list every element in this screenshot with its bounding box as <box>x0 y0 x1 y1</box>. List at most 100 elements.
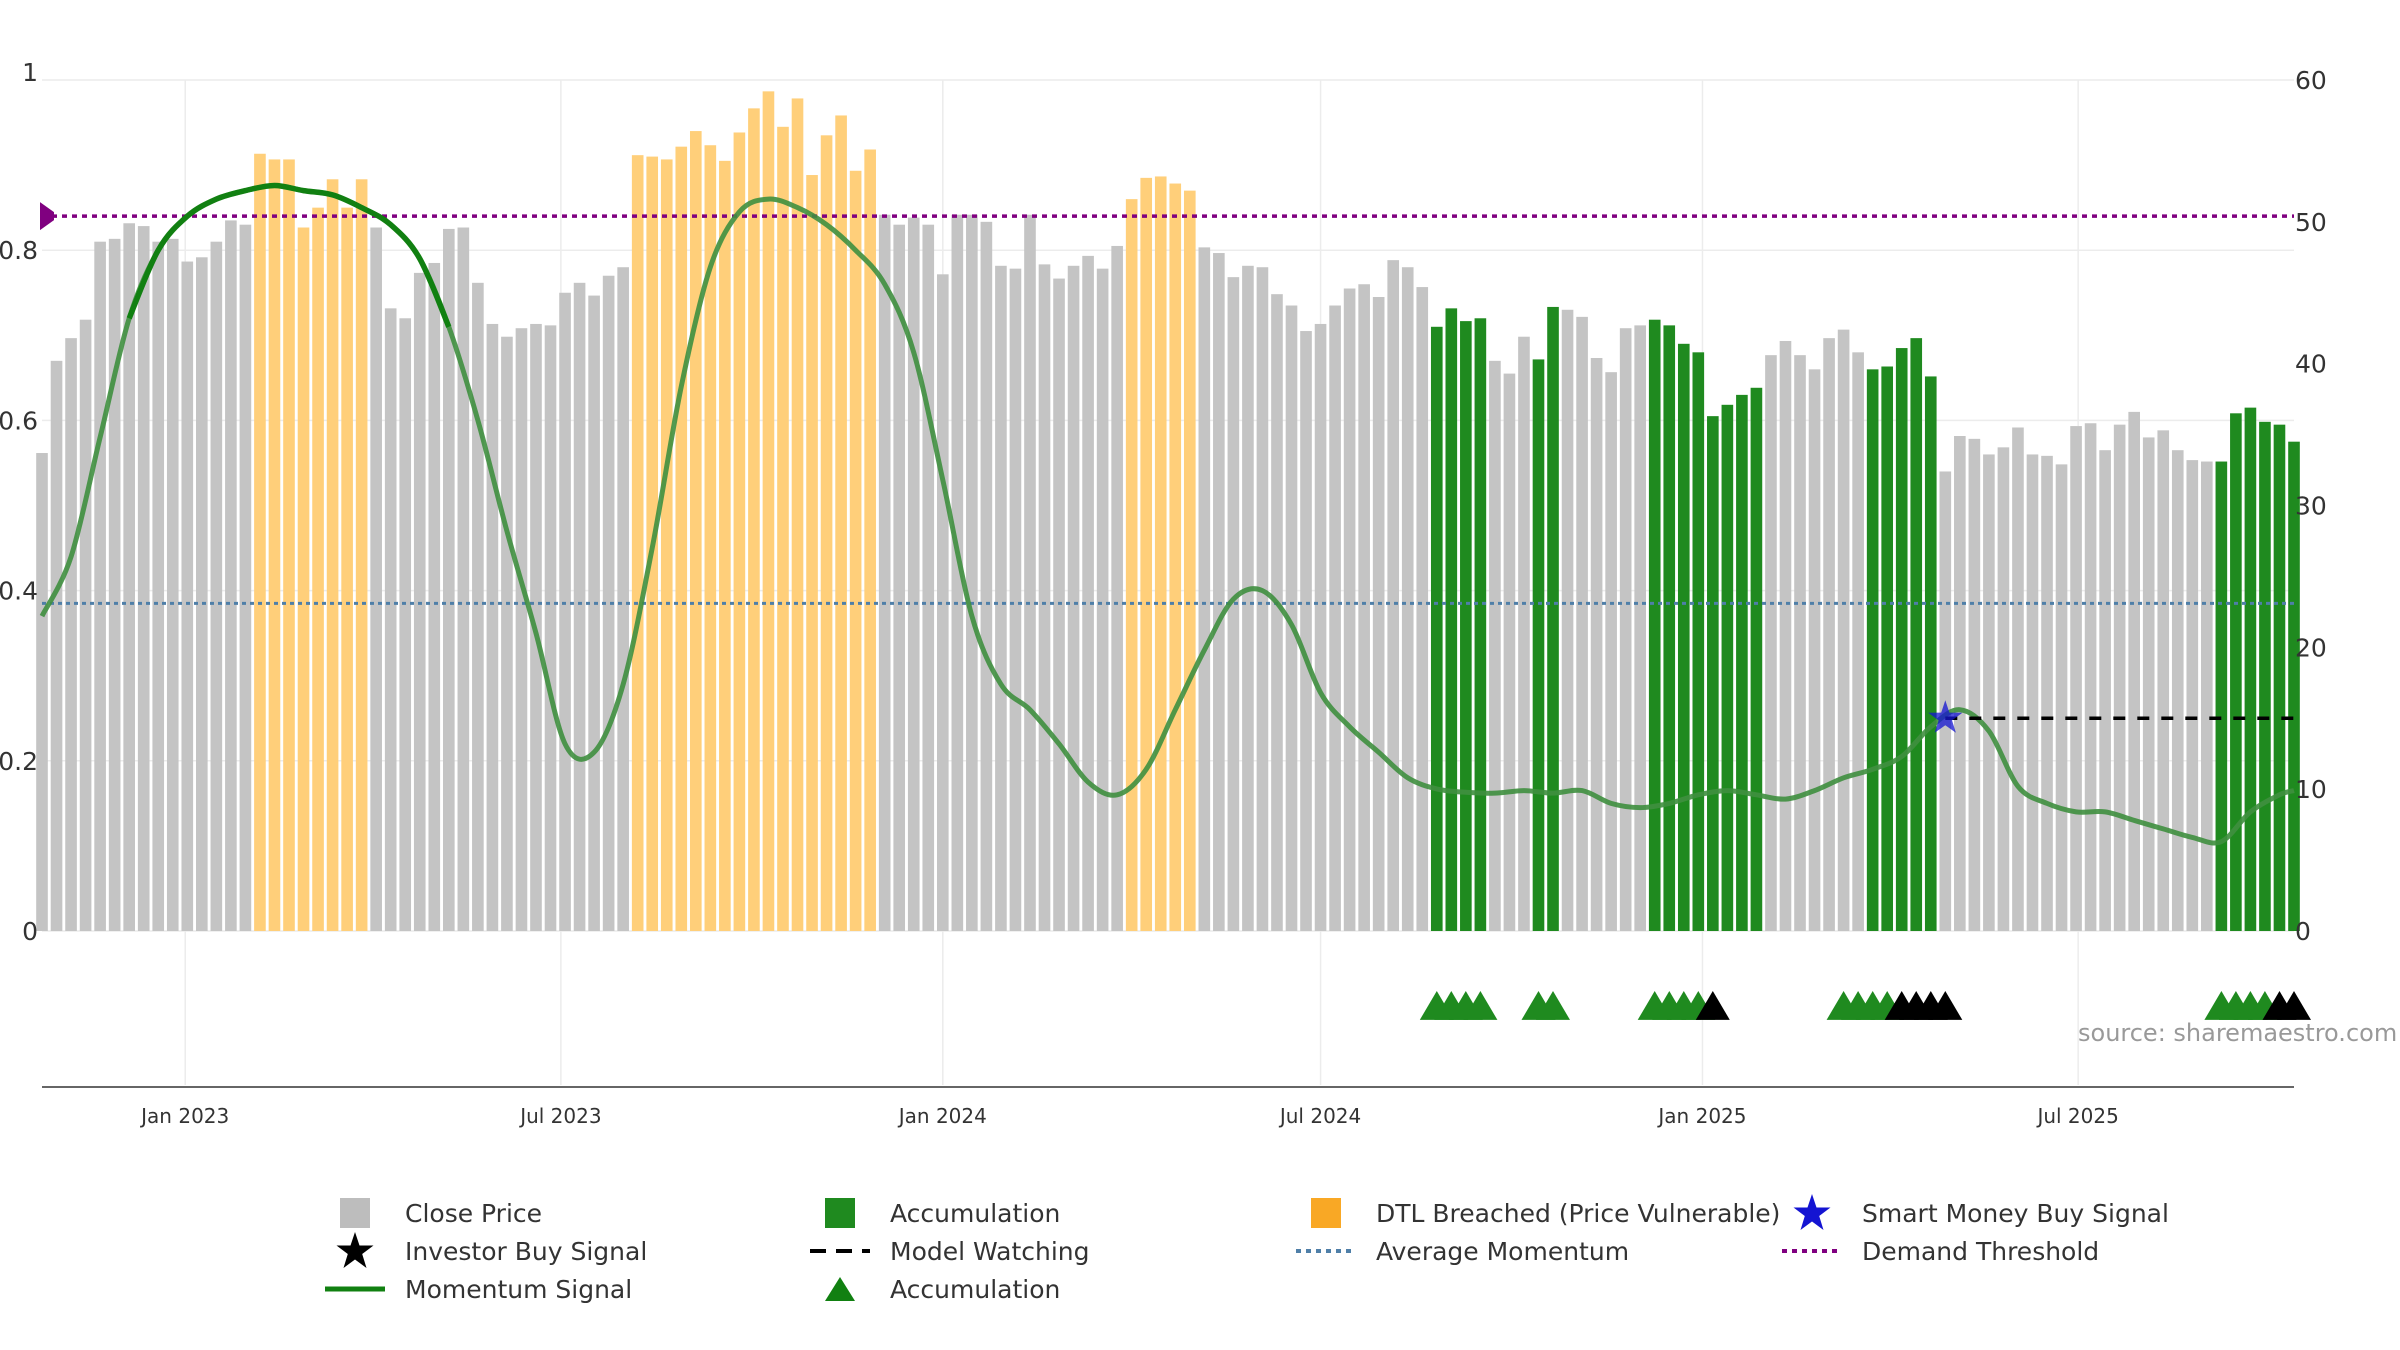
blue-dotted-line-icon <box>1296 1233 1356 1269</box>
close-price-bar <box>196 257 208 932</box>
accumulation-bar <box>1474 318 1487 931</box>
close-price-bar <box>1358 284 1370 931</box>
dtl-breached-bar <box>1125 199 1138 931</box>
dashed-line-icon <box>810 1233 870 1269</box>
dtl-breached-bar <box>1183 190 1196 931</box>
dtl-breached-bar <box>777 126 789 932</box>
dtl-breached-bar <box>326 179 339 932</box>
legend-item-close-price: Close Price <box>325 1195 542 1231</box>
close-price-bar <box>472 282 484 931</box>
y-right-tick-label: 0 <box>2295 917 2311 946</box>
y-right-tick-label: 50 <box>2295 208 2327 237</box>
accumulation-bar <box>1677 343 1690 931</box>
legend-label: Model Watching <box>890 1236 1090 1266</box>
dtl-breached-bar <box>820 135 833 931</box>
close-price-bar <box>1256 267 1269 932</box>
close-price-bar <box>1968 438 1981 931</box>
close-price-bar <box>1111 245 1123 931</box>
legend-item-model-watching: Model Watching <box>810 1233 1090 1269</box>
close-price-bar <box>893 224 906 932</box>
legend-item-momentum-signal: Momentum Signal <box>325 1271 632 1307</box>
close-price-bar <box>2055 464 2068 931</box>
close-price-bar <box>428 262 441 932</box>
smart-money-buy-signal-star <box>1928 700 1963 733</box>
accumulation-bar <box>1532 359 1545 932</box>
close-price-bar <box>1779 340 1792 931</box>
accumulation-bar <box>2230 413 2242 931</box>
accumulation-bar <box>2259 421 2271 931</box>
dtl-breached-bar <box>689 131 702 931</box>
close-price-bar <box>36 453 48 931</box>
y-right-tick-label: 10 <box>2295 775 2327 804</box>
close-price-bar <box>1009 268 1022 932</box>
x-tick-label: Jan 2024 <box>897 1104 987 1128</box>
accumulation-triangle <box>1463 991 1498 1020</box>
x-tick-label: Jan 2025 <box>1656 1104 1746 1128</box>
legend-label: Momentum Signal <box>405 1274 633 1304</box>
close-price-bar <box>1227 277 1240 932</box>
legend-item-accumulation: Accumulation <box>810 1195 1060 1231</box>
close-price-bar <box>210 241 223 931</box>
close-price-bar <box>980 221 993 932</box>
gray-square-icon <box>325 1195 385 1231</box>
close-price-bar <box>1765 355 1777 931</box>
investor-buy-triangle <box>1928 991 1963 1020</box>
accumulation-bar <box>1910 338 1923 931</box>
close-price-bar <box>951 214 964 931</box>
black-star-icon <box>325 1232 385 1269</box>
accumulation-bar <box>1648 319 1661 931</box>
close-price-bar <box>617 267 629 932</box>
y-left-tick-label: 1 <box>22 58 38 87</box>
close-price-bar <box>588 295 600 931</box>
close-price-bar <box>1082 255 1094 931</box>
close-price-bar <box>370 227 382 932</box>
legend-label: DTL Breached (Price Vulnerable) <box>1376 1198 1781 1228</box>
close-price-bar <box>1285 305 1298 931</box>
legend-item-investor-buy: Investor Buy Signal <box>325 1232 648 1269</box>
x-tick-label: Jul 2023 <box>518 1104 601 1128</box>
accumulation-bar <box>1445 308 1458 931</box>
close-price-bar <box>1794 355 1806 931</box>
close-price-bar <box>1067 265 1080 932</box>
close-price-bar <box>1561 309 1574 931</box>
dtl-breached-bar <box>268 159 281 932</box>
accumulation-bar <box>2244 407 2257 931</box>
close-price-bar <box>239 224 252 932</box>
dtl-breached-bar <box>748 108 760 931</box>
close-price-bar <box>1576 316 1588 931</box>
close-price-bar <box>1343 288 1356 931</box>
close-price-bar <box>1038 264 1051 932</box>
close-price-bar <box>544 325 557 931</box>
close-price-bar <box>152 241 165 931</box>
close-price-bar <box>1416 287 1429 931</box>
y-right-tick-label: 30 <box>2295 492 2327 521</box>
dtl-breached-bar <box>1140 177 1153 932</box>
accumulation-bar <box>2215 461 2228 931</box>
dtl-breached-bar <box>297 227 310 932</box>
dtl-breached-bar <box>849 170 862 932</box>
close-price-bar <box>1954 436 1966 931</box>
accumulation-bar <box>1460 321 1472 931</box>
close-price-bar <box>602 275 615 932</box>
lines-layer <box>39 182 2295 846</box>
legend-label: Accumulation <box>890 1274 1061 1304</box>
close-price-bar <box>1634 325 1647 931</box>
close-price-bar <box>1590 357 1603 931</box>
close-price-bar <box>2186 460 2199 931</box>
legend-label: Investor Buy Signal <box>405 1236 648 1266</box>
dtl-breached-bar <box>355 179 368 932</box>
close-price-bar <box>995 265 1007 932</box>
close-price-bar <box>2201 461 2213 931</box>
accumulation-bar <box>1430 326 1443 931</box>
close-price-bar <box>1300 331 1312 931</box>
dtl-breached-bar <box>704 145 717 931</box>
close-price-bar <box>1271 294 1283 931</box>
chart-svg: Jan 2023 Jul 2023 Jan 2024 Jul 2024 Jan 2025… <box>0 58 2397 1128</box>
close-price-bar <box>2157 430 2170 931</box>
close-price-bar <box>137 226 150 932</box>
dtl-breached-bar <box>283 159 295 932</box>
close-price-bar <box>1198 247 1211 931</box>
y-left-tick-label: 0.4 <box>0 577 38 606</box>
close-price-bar <box>922 224 935 932</box>
close-price-bar <box>1401 267 1414 932</box>
